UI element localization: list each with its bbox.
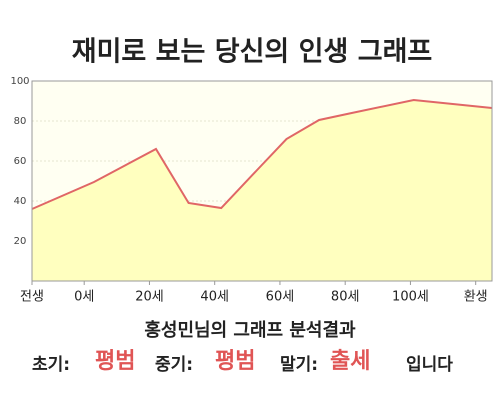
x-tick-label: 0세 (74, 290, 94, 305)
line (31, 98, 493, 210)
result-value: 출세 (330, 349, 370, 374)
result-value: 평범 (215, 349, 255, 374)
y-tick-label: 100 (10, 76, 29, 87)
x-tick-label: 전생 (20, 290, 44, 305)
x-tick-label: 80세 (331, 290, 360, 305)
result-value: 평범 (95, 349, 135, 374)
result-heading: 홍성민님의 그래프 분석결과 (144, 319, 356, 341)
plot-border (31, 80, 493, 282)
y-tick-label: 20 (14, 236, 27, 247)
area (32, 100, 492, 281)
result-ending: 입니다 (406, 355, 453, 375)
chart-title: 재미로 보는 당신의 인생 그래프 (72, 37, 433, 68)
y-tick-label: 80 (14, 116, 27, 127)
y-tick-label: 60 (14, 156, 27, 167)
x-tick-label: 40세 (200, 290, 229, 305)
y-tick-label: 40 (14, 196, 27, 207)
result-label: 초기: (32, 355, 70, 375)
x-tick-label: 환생 (464, 290, 488, 305)
x-tick-label: 100세 (392, 290, 429, 305)
x-tick-label: 20세 (135, 290, 164, 305)
x-tick-label: 60세 (266, 290, 295, 305)
result-label: 중기: (155, 355, 193, 375)
result-label: 말기: (280, 354, 318, 375)
